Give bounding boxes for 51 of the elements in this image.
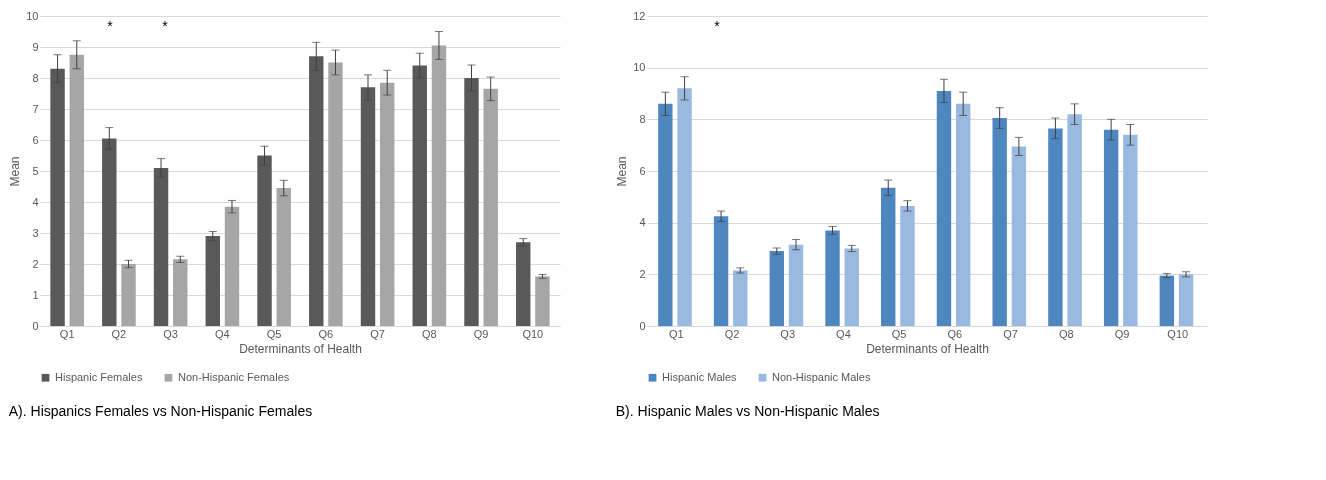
- x-axis-title: Determinants of Health: [239, 341, 362, 356]
- y-tick-label: 1: [32, 288, 39, 301]
- x-tick-label: Q6: [947, 327, 963, 340]
- x-tick-label: Q3: [780, 327, 796, 340]
- y-axis-title: Mean: [8, 156, 23, 187]
- legend-label: Non-Hispanic Females: [178, 370, 290, 383]
- y-tick-label: 0: [639, 319, 646, 332]
- x-tick-label: Q10: [1167, 327, 1189, 340]
- y-tick-label: 8: [32, 71, 39, 84]
- x-tick-label: Q7: [370, 327, 385, 340]
- x-tick-label: Q1: [59, 327, 75, 340]
- x-tick-label: Q8: [1058, 327, 1074, 340]
- y-tick-label: 6: [639, 164, 646, 177]
- annotation: *: [162, 18, 169, 34]
- y-tick-label: 3: [32, 226, 39, 239]
- y-tick-label: 6: [32, 133, 39, 146]
- y-tick-label: 9: [32, 40, 39, 53]
- y-tick-label: 8: [639, 112, 646, 125]
- y-tick-label: 4: [32, 195, 39, 208]
- legend-label: Hispanic Males: [662, 370, 738, 383]
- legend-label: Hispanic Females: [55, 370, 143, 383]
- x-tick-label: Q7: [1003, 327, 1018, 340]
- legend-label: Non-Hispanic Males: [772, 370, 871, 383]
- x-tick-label: Q6: [318, 327, 334, 340]
- x-tick-label: Q5: [891, 327, 907, 340]
- y-tick-label: 7: [32, 102, 39, 115]
- x-tick-label: Q5: [266, 327, 282, 340]
- annotation: *: [107, 18, 114, 34]
- y-tick-label: 5: [32, 164, 39, 177]
- x-tick-label: Q4: [215, 327, 230, 340]
- x-tick-label: Q1: [668, 327, 684, 340]
- text: A). Hispanics Females vs Non-Hispanic Females: [8, 403, 313, 419]
- y-tick-label: 2: [32, 257, 39, 270]
- x-tick-label: Q2: [724, 327, 740, 340]
- x-tick-label: Q10: [522, 327, 544, 340]
- x-tick-label: Q9: [1114, 327, 1130, 340]
- x-tick-label: Q8: [422, 327, 437, 340]
- y-tick-label: 2: [639, 267, 646, 280]
- x-tick-label: Q4: [836, 327, 851, 340]
- x-tick-label: Q3: [163, 327, 178, 340]
- y-axis-title: Mean: [615, 156, 630, 187]
- x-axis-title: Determinants of Health: [866, 341, 989, 356]
- y-tick-label: 4: [639, 216, 646, 229]
- y-tick-label: 0: [32, 319, 39, 332]
- x-tick-label: Q2: [111, 327, 127, 340]
- x-tick-label: Q9: [473, 327, 489, 340]
- annotation: *: [714, 18, 721, 34]
- y-tick-label: 12: [633, 9, 646, 22]
- text: B). Hispanic Males vs Non-Hispanic Males: [615, 403, 880, 419]
- y-tick-label: 10: [26, 9, 39, 22]
- y-tick-label: 10: [633, 61, 646, 74]
